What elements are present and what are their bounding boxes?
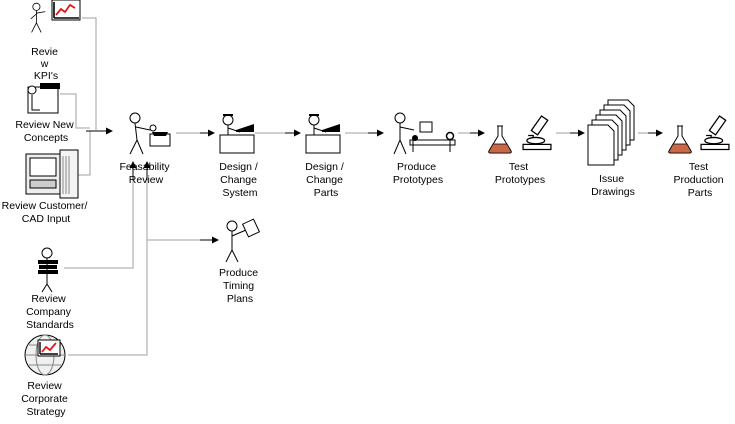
person-with-books-icon xyxy=(38,247,58,293)
node-feasability-review: Feasability Review xyxy=(119,112,172,186)
node-design-change-system: Design / Change System xyxy=(219,114,260,199)
label-produce-timing-plans: Produce Timing Plans xyxy=(219,267,261,305)
machinist-icon xyxy=(393,112,456,155)
label-review-corporate-strategy: Review Corporate Strategy xyxy=(21,380,71,418)
label-design-change-parts: Design / Change Parts xyxy=(305,161,346,199)
label-issue-drawings: Issue Drawings xyxy=(591,173,635,198)
connector-standards xyxy=(64,175,134,269)
node-produce-timing-plans: Produce Timing Plans xyxy=(219,218,261,305)
node-test-prototypes: Test Prototypes xyxy=(488,115,552,186)
label-test-production-parts: Test Production Parts xyxy=(673,161,726,199)
designer-at-desk-icon xyxy=(219,114,255,154)
document-stack-icon xyxy=(587,99,635,166)
label-review-company-standards: Review Company Standards xyxy=(26,293,74,331)
node-review-company-standards: Review Company Standards xyxy=(26,247,74,331)
person-at-desk-icon xyxy=(27,83,60,114)
label-review-kpis: Revie w KPI's xyxy=(31,46,61,82)
node-design-change-parts: Design / Change Parts xyxy=(305,114,346,199)
connector-new-concepts xyxy=(60,93,90,129)
node-test-production-parts: Test Production Parts xyxy=(668,115,730,199)
globe-chart-icon xyxy=(24,334,66,376)
lab-flask-microscope-icon xyxy=(668,115,730,154)
connector-strategy xyxy=(68,175,148,356)
node-produce-prototypes: Produce Prototypes xyxy=(393,112,456,186)
person-with-document-icon xyxy=(225,218,261,263)
node-review-kpis: Revie w KPI's xyxy=(30,0,81,82)
label-review-customer-cad: Review Customer/ CAD Input xyxy=(2,200,91,225)
label-test-prototypes: Test Prototypes xyxy=(495,161,545,186)
lab-flask-microscope-icon xyxy=(488,115,552,154)
designer-at-desk-icon xyxy=(305,114,341,154)
node-issue-drawings: Issue Drawings xyxy=(587,99,635,198)
label-produce-prototypes: Produce Prototypes xyxy=(393,161,443,186)
connector-kpis xyxy=(82,17,97,130)
node-review-customer-cad: Review Customer/ CAD Input xyxy=(2,149,91,225)
person-with-chart-icon xyxy=(30,0,81,33)
label-feasability-review: Feasability Review xyxy=(119,161,172,186)
node-review-new-concepts: Review New Concepts xyxy=(15,83,76,144)
connectors xyxy=(60,17,663,356)
label-review-new-concepts: Review New Concepts xyxy=(15,119,76,144)
node-review-corporate-strategy: Review Corporate Strategy xyxy=(21,334,71,418)
cad-workstation-icon xyxy=(25,149,79,199)
person-inspecting-icon xyxy=(129,112,171,155)
label-design-change-system: Design / Change System xyxy=(219,161,260,199)
